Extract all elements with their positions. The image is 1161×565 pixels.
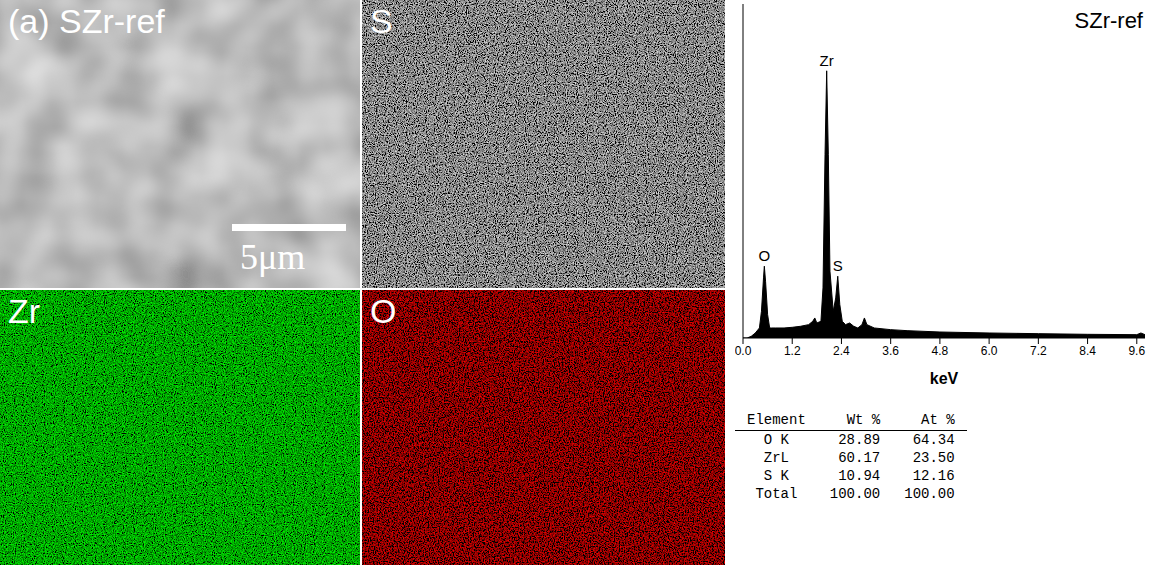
html-text:28.89: 28.89 [838, 432, 881, 448]
html-text:S: S [370, 2, 393, 40]
svg-text:O: O [758, 247, 770, 264]
svg-text:7.2: 7.2 [1030, 344, 1047, 358]
svg-text:keV: keV [930, 370, 959, 387]
html-text:100.00: 100.00 [904, 486, 955, 502]
html-text:12.16: 12.16 [912, 468, 955, 484]
svg-text:0.0: 0.0 [735, 344, 752, 358]
html-text:ZrL: ZrL [763, 450, 789, 466]
svg-text:9.6: 9.6 [1128, 344, 1145, 358]
html-text:Wt %: Wt % [846, 412, 881, 428]
html-text:23.50: 23.50 [912, 450, 955, 466]
html-text:At %: At % [921, 412, 955, 428]
html-text:O: O [370, 292, 397, 330]
svg-text:2.4: 2.4 [833, 344, 850, 358]
html-text:S K: S K [763, 468, 789, 484]
svg-text:6.0: 6.0 [981, 344, 998, 358]
html-text:Element: Element [747, 412, 806, 428]
svg-text:8.4: 8.4 [1079, 344, 1096, 358]
html-text:O K: O K [763, 432, 789, 448]
html-text:Zr: Zr [8, 292, 41, 330]
svg-text:S: S [833, 257, 843, 274]
html-text:60.17: 60.17 [838, 450, 881, 466]
html-text:SZr-ref: SZr-ref [1074, 8, 1143, 33]
svg-text:4.8: 4.8 [932, 344, 949, 358]
svg-text:Zr: Zr [820, 52, 834, 69]
html-text:(a) SZr-ref: (a) SZr-ref [8, 2, 165, 40]
html-text:64.34: 64.34 [912, 432, 955, 448]
svg-text:1.2: 1.2 [784, 344, 801, 358]
html-text:5μm: 5μm [240, 237, 306, 277]
html-text:100.00: 100.00 [829, 486, 881, 502]
html-text:Total: Total [755, 486, 798, 502]
svg-text:3.6: 3.6 [882, 344, 899, 358]
html-text:10.94: 10.94 [838, 468, 881, 484]
